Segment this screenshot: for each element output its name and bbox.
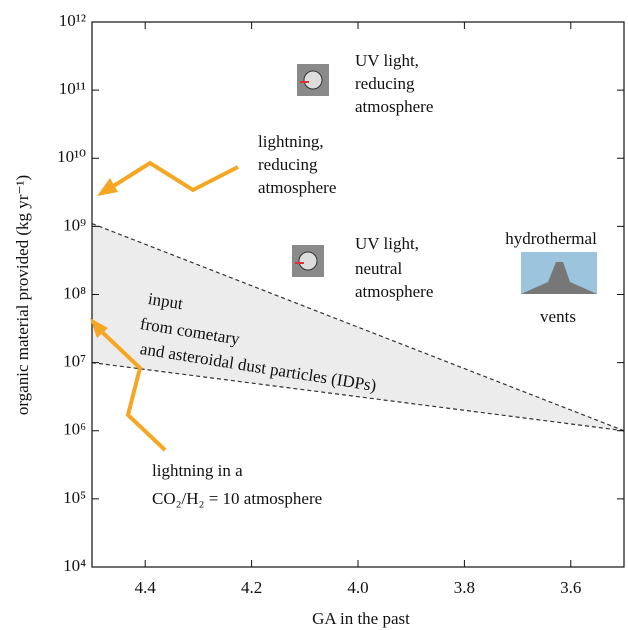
vent-icon — [521, 252, 597, 294]
x-tick-label: 4.0 — [347, 578, 368, 597]
sun-icon — [292, 245, 324, 277]
x-tick-label: 4.2 — [241, 578, 262, 597]
x-tick-label: 4.4 — [135, 578, 157, 597]
lightning-arrow — [90, 160, 239, 452]
y-axis-label: organic material provided (kg yr⁻¹) — [13, 175, 32, 415]
annotation: atmosphere — [258, 178, 336, 197]
annotation: vents — [540, 307, 576, 326]
y-tick-label: 10⁴ — [63, 556, 86, 575]
annotation: UV light, — [355, 51, 419, 70]
annotation: CO₂/H₂ = 10 atmosphere — [152, 489, 322, 508]
y-tick-label: 10¹² — [59, 11, 86, 30]
annotation: atmosphere — [355, 282, 433, 301]
annotation: lightning, — [258, 132, 324, 151]
y-tick-label: 10⁶ — [63, 420, 86, 439]
sun-icon — [297, 64, 329, 96]
annotation: reducing — [258, 155, 318, 174]
annotation: neutral — [355, 259, 402, 278]
x-axis-label: GA in the past — [312, 609, 410, 628]
x-tick-label: 3.6 — [560, 578, 581, 597]
annotation: atmosphere — [355, 97, 433, 116]
annotation: hydrothermal — [505, 229, 597, 248]
y-tick-label: 10⁵ — [63, 488, 86, 507]
y-tick-label: 10⁹ — [63, 215, 86, 234]
y-tick-label: 10¹⁰ — [57, 147, 86, 166]
annotation: UV light, — [355, 234, 419, 253]
annotation: reducing — [355, 74, 415, 93]
x-tick-label: 3.8 — [454, 578, 475, 597]
y-tick-label: 10⁷ — [63, 352, 86, 371]
y-tick-label: 10¹¹ — [59, 79, 86, 98]
series-line — [91, 362, 625, 432]
annotation: lightning in a — [152, 461, 243, 480]
y-tick-label: 10⁸ — [63, 283, 86, 302]
plot-area — [91, 222, 625, 432]
